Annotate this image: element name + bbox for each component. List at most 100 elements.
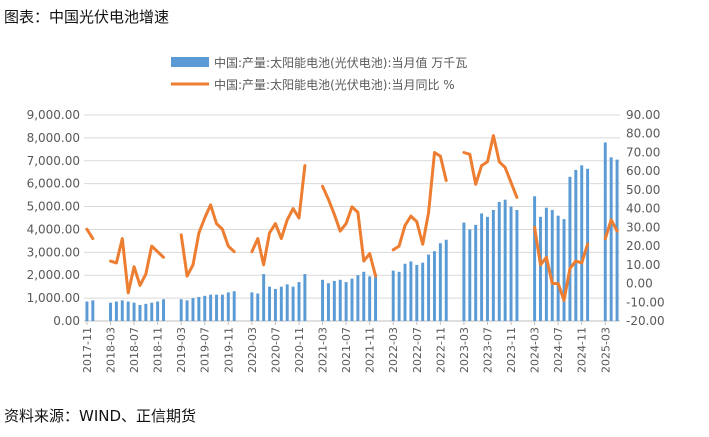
bar [132,302,136,321]
legend-line-label: 中国:产量:太阳能电池(光伏电池):当月同比 % [214,77,455,92]
left-tick-label: 8,000.00 [27,131,80,145]
left-tick-label: 2,000.00 [27,268,80,282]
bar [209,294,213,321]
right-tick-label: 20.00 [626,239,660,253]
bar [533,196,537,321]
bar [391,270,395,321]
right-tick-label: 60.00 [626,164,660,178]
x-tick-label: 2024-03 [529,327,542,373]
x-tick-label: 2022-11 [434,327,447,373]
x-tick-label: 2019-07 [199,327,212,373]
bar [126,301,130,321]
bar [491,209,495,321]
bar [444,239,448,321]
bar [497,201,501,321]
bar [226,292,230,321]
right-tick-label: 30.00 [626,220,660,234]
bar [109,302,112,321]
left-tick-label: 5,000.00 [27,200,80,214]
x-tick-label: 2021-11 [364,327,377,373]
bar [580,165,584,321]
x-tick-label: 2019-11 [222,327,235,373]
bar [374,274,378,321]
bar [179,299,183,321]
bar [356,275,360,321]
line-segment [109,237,165,295]
bar [138,304,142,321]
bar [539,216,542,321]
x-tick-label: 2018-11 [152,327,165,373]
bar [91,300,95,321]
bar [268,286,272,321]
bar [303,274,307,321]
left-tick-label: 1,000.00 [27,291,80,305]
right-tick-label: 90.00 [626,108,660,122]
bar [285,284,289,321]
bar [191,298,195,321]
bar [344,282,348,321]
x-tick-label: 2018-03 [105,327,118,373]
bar [615,159,619,321]
bar [144,303,148,321]
bar [562,219,566,321]
x-tick-label: 2023-03 [458,327,471,373]
right-tick-label: 10.00 [626,258,660,272]
line-segment [603,218,619,241]
right-tick-label: -10.00 [626,295,665,309]
bar [256,293,260,321]
bar [415,264,419,321]
x-tick-label: 2017-11 [81,327,94,373]
bar [421,262,425,321]
left-tick-label: 4,000.00 [27,222,80,236]
left-tick-label: 3,000.00 [27,245,80,259]
bar [321,279,325,321]
bar [550,209,554,321]
figure-source: 资料来源：WIND、正信期货 [4,407,197,425]
x-tick-label: 2021-07 [340,327,353,373]
bar [326,283,330,321]
bar [338,279,342,321]
bar [250,292,254,321]
x-tick-label: 2025-03 [599,327,612,373]
bar [114,301,118,321]
bar [574,169,578,321]
bar [609,157,613,321]
bar [262,274,266,321]
x-tick-label: 2022-03 [387,327,400,373]
x-tick-label: 2022-07 [411,327,424,373]
left-tick-label: 6,000.00 [27,177,80,191]
bar [197,296,201,321]
bar [279,286,283,321]
x-tick-label: 2024-07 [552,327,565,373]
bar [162,299,165,321]
line-segment [179,203,236,278]
x-tick-label: 2018-07 [128,327,141,373]
bar [120,300,124,321]
right-tick-label: 50.00 [626,183,660,197]
bar [468,229,472,321]
bar [220,294,224,321]
x-tick-label: 2020-03 [246,327,259,373]
bar [603,142,607,321]
line-segment [321,184,378,278]
x-tick-label: 2023-07 [481,327,494,373]
legend: 中国:产量:太阳能电池(光伏电池):当月值 万千瓦 中国:产量:太阳能电池(光伏… [171,55,467,92]
line-segment [462,134,519,199]
bar [509,206,513,321]
bar [150,302,154,321]
bar [474,224,478,321]
bar [397,271,401,321]
x-tick-label: 2020-11 [293,327,306,373]
bar [368,276,372,321]
left-tick-label: 7,000.00 [27,154,80,168]
bar [85,301,89,321]
right-tick-label: 80.00 [626,127,660,141]
right-tick-label: -20.00 [626,314,665,328]
bar [515,209,519,321]
x-tick-label: 2019-03 [175,327,188,373]
bar [568,176,572,321]
bar [486,216,489,321]
x-tick-label: 2020-07 [269,327,282,373]
bar [203,295,207,321]
